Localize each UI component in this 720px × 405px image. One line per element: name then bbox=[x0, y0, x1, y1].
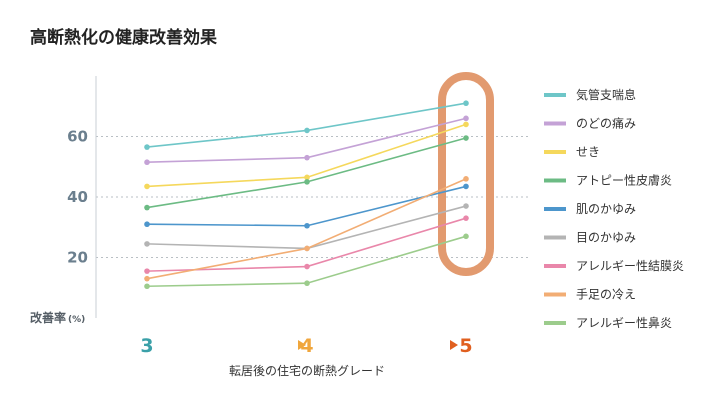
legend-swatch bbox=[544, 121, 566, 126]
legend-swatch bbox=[544, 292, 566, 297]
highlight-ring-shape bbox=[438, 72, 494, 276]
y-tick-label: 60 bbox=[67, 128, 88, 146]
chart-title: 高断熱化の健康改善効果 bbox=[30, 27, 217, 48]
data-point bbox=[463, 183, 469, 190]
highlight-ring bbox=[438, 72, 494, 276]
series-8 bbox=[144, 233, 469, 290]
data-point bbox=[304, 154, 310, 161]
x-tick-label: 4 bbox=[300, 335, 313, 357]
data-point bbox=[463, 215, 469, 221]
series-line bbox=[146, 178, 467, 280]
legend-item: 目のかゆみ bbox=[544, 231, 636, 245]
data-point bbox=[463, 115, 469, 122]
data-point bbox=[144, 144, 150, 150]
series-4 bbox=[144, 183, 469, 229]
legend-swatch bbox=[544, 150, 566, 154]
data-point bbox=[304, 174, 310, 181]
data-point bbox=[144, 268, 150, 274]
series-line bbox=[146, 235, 467, 288]
legend-item: 肌のかゆみ bbox=[544, 202, 636, 216]
legend-label: アトピー性皮膚炎 bbox=[576, 173, 672, 188]
legend-swatch bbox=[544, 321, 566, 325]
data-point bbox=[304, 222, 310, 229]
legend-label: せき bbox=[576, 145, 600, 159]
series-2 bbox=[144, 121, 469, 190]
x-tick-label: 5 bbox=[459, 335, 472, 357]
data-point bbox=[144, 183, 150, 190]
legend-swatch bbox=[544, 93, 566, 97]
series-1 bbox=[144, 115, 469, 166]
legend-label: 肌のかゆみ bbox=[576, 202, 636, 216]
data-point bbox=[144, 159, 150, 166]
data-point bbox=[463, 203, 469, 209]
legend-swatch bbox=[544, 235, 566, 240]
y-axis-label: 改善率 (%) bbox=[30, 310, 85, 325]
legend-item: せき bbox=[544, 145, 600, 159]
legend-label: のどの痛み bbox=[576, 116, 636, 131]
data-point bbox=[463, 135, 469, 141]
legend: 気管支喘息のどの痛みせきアトピー性皮膚炎肌のかゆみ目のかゆみアレルギー性結膜炎手… bbox=[544, 87, 684, 330]
data-point bbox=[463, 233, 469, 240]
x-arrowhead-4-to-5 bbox=[450, 340, 458, 350]
legend-swatch bbox=[544, 264, 566, 268]
legend-item: アレルギー性結膜炎 bbox=[544, 259, 684, 273]
data-point bbox=[144, 204, 150, 211]
legend-label: 手足の冷え bbox=[576, 288, 636, 302]
legend-label: 目のかゆみ bbox=[576, 231, 636, 245]
y-tick-label: 40 bbox=[67, 188, 88, 206]
data-point bbox=[304, 127, 310, 134]
x-axis-label: 転居後の住宅の断熱グレード bbox=[229, 363, 385, 378]
series-7 bbox=[144, 176, 469, 282]
x-arrowhead-3-to-4 bbox=[298, 340, 306, 350]
series-6 bbox=[144, 215, 469, 274]
legend-item: 手足の冷え bbox=[544, 288, 636, 302]
series-lines bbox=[144, 100, 469, 290]
data-point bbox=[144, 283, 150, 290]
series-0 bbox=[144, 100, 469, 150]
x-category-labels: 3 4 5 bbox=[140, 335, 472, 357]
data-point bbox=[463, 121, 469, 128]
data-point bbox=[144, 221, 150, 228]
series-line bbox=[146, 185, 467, 227]
legend-label: アレルギー性鼻炎 bbox=[576, 315, 672, 330]
gridlines bbox=[96, 136, 530, 258]
legend-item: 気管支喘息 bbox=[544, 87, 636, 102]
series-3 bbox=[144, 135, 469, 211]
y-tick-label: 20 bbox=[67, 249, 88, 267]
data-point bbox=[304, 263, 310, 270]
legend-item: アレルギー性鼻炎 bbox=[544, 315, 672, 330]
data-point bbox=[144, 275, 150, 282]
legend-item: アトピー性皮膚炎 bbox=[544, 173, 672, 188]
data-point bbox=[463, 176, 469, 182]
legend-swatch bbox=[544, 178, 566, 183]
data-point bbox=[304, 179, 310, 185]
legend-label: アレルギー性結膜炎 bbox=[576, 259, 684, 273]
data-point bbox=[304, 245, 310, 252]
x-tick-label: 3 bbox=[140, 335, 153, 357]
legend-item: のどの痛み bbox=[544, 116, 636, 131]
legend-label: 気管支喘息 bbox=[576, 87, 636, 102]
data-point bbox=[463, 100, 469, 107]
data-point bbox=[304, 280, 310, 287]
legend-swatch bbox=[544, 207, 566, 211]
y-tick-labels: 20 40 60 bbox=[67, 128, 88, 267]
data-point bbox=[144, 241, 150, 247]
